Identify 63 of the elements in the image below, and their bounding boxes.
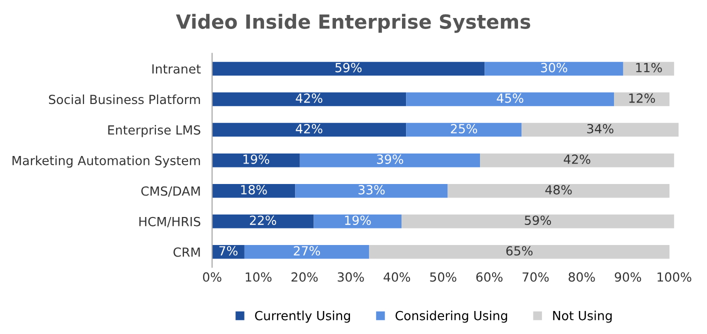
x-tick-label: 70% — [522, 272, 549, 282]
x-tick-label: 0% — [203, 272, 222, 282]
data-label: 59% — [335, 62, 362, 72]
data-label: 18% — [241, 185, 267, 194]
data-label: 7% — [219, 246, 238, 256]
data-label: 42% — [296, 124, 322, 134]
legend-label: Considering Using — [396, 310, 508, 323]
data-label: 42% — [564, 154, 590, 164]
bar — [300, 153, 480, 168]
x-tick-label: 20% — [292, 272, 318, 282]
data-label: 34% — [587, 124, 614, 134]
bar — [244, 245, 370, 259]
bar — [369, 245, 670, 259]
legend-label: Not Using — [553, 310, 612, 323]
bar — [314, 214, 402, 228]
data-label: 45% — [496, 93, 524, 103]
data-label: 19% — [345, 216, 371, 226]
x-tick-label: 90% — [614, 272, 642, 282]
data-label: 22% — [250, 216, 276, 226]
x-tick-label: 30% — [338, 272, 364, 282]
data-label: 27% — [294, 246, 320, 256]
y-tick-label: Enterprise LMS — [108, 125, 200, 138]
y-tick-label: Marketing Automation System — [12, 156, 200, 168]
y-tick-label: Intranet — [152, 64, 201, 74]
x-tick-label: 50% — [430, 272, 456, 282]
x-tick-label: 10% — [246, 272, 272, 282]
y-tick-label: CRM — [173, 247, 200, 257]
x-tick-label: 40% — [384, 272, 410, 282]
legend-label: Currently Using — [255, 310, 350, 323]
bar — [448, 184, 670, 198]
bar — [614, 92, 670, 106]
data-label: 65% — [506, 246, 533, 256]
chart-title: Video Inside Enterprise Systems — [176, 14, 530, 33]
x-tick-label: 80% — [568, 272, 595, 282]
y-tick-label: HCM/HRIS — [139, 216, 200, 228]
data-label: 39% — [377, 154, 404, 164]
bar — [406, 92, 614, 106]
x-tick-label: 60% — [476, 272, 502, 282]
bar — [212, 122, 406, 137]
data-label: 48% — [545, 185, 572, 194]
y-tick-label: CMS/DAM — [141, 186, 200, 197]
bar — [522, 122, 679, 137]
data-label: 42% — [296, 93, 322, 103]
bar — [484, 62, 624, 76]
y-tick-label: Social Business Platform — [48, 94, 200, 104]
bar — [212, 153, 300, 168]
data-label: 59% — [524, 216, 552, 226]
data-label: 30% — [541, 62, 568, 72]
bar — [212, 245, 244, 259]
data-label: 11% — [636, 62, 662, 72]
bar — [212, 62, 485, 76]
bar — [402, 214, 674, 228]
bar — [406, 122, 522, 137]
data-label: 25% — [450, 124, 478, 134]
bar — [212, 184, 296, 198]
bar — [480, 153, 674, 168]
data-label: 12% — [629, 93, 655, 103]
x-tick-label: 100% — [658, 272, 692, 282]
bar — [212, 92, 406, 106]
data-label: 33% — [358, 185, 385, 194]
bar — [295, 184, 448, 198]
data-label: 19% — [243, 154, 270, 164]
bar — [212, 214, 314, 228]
